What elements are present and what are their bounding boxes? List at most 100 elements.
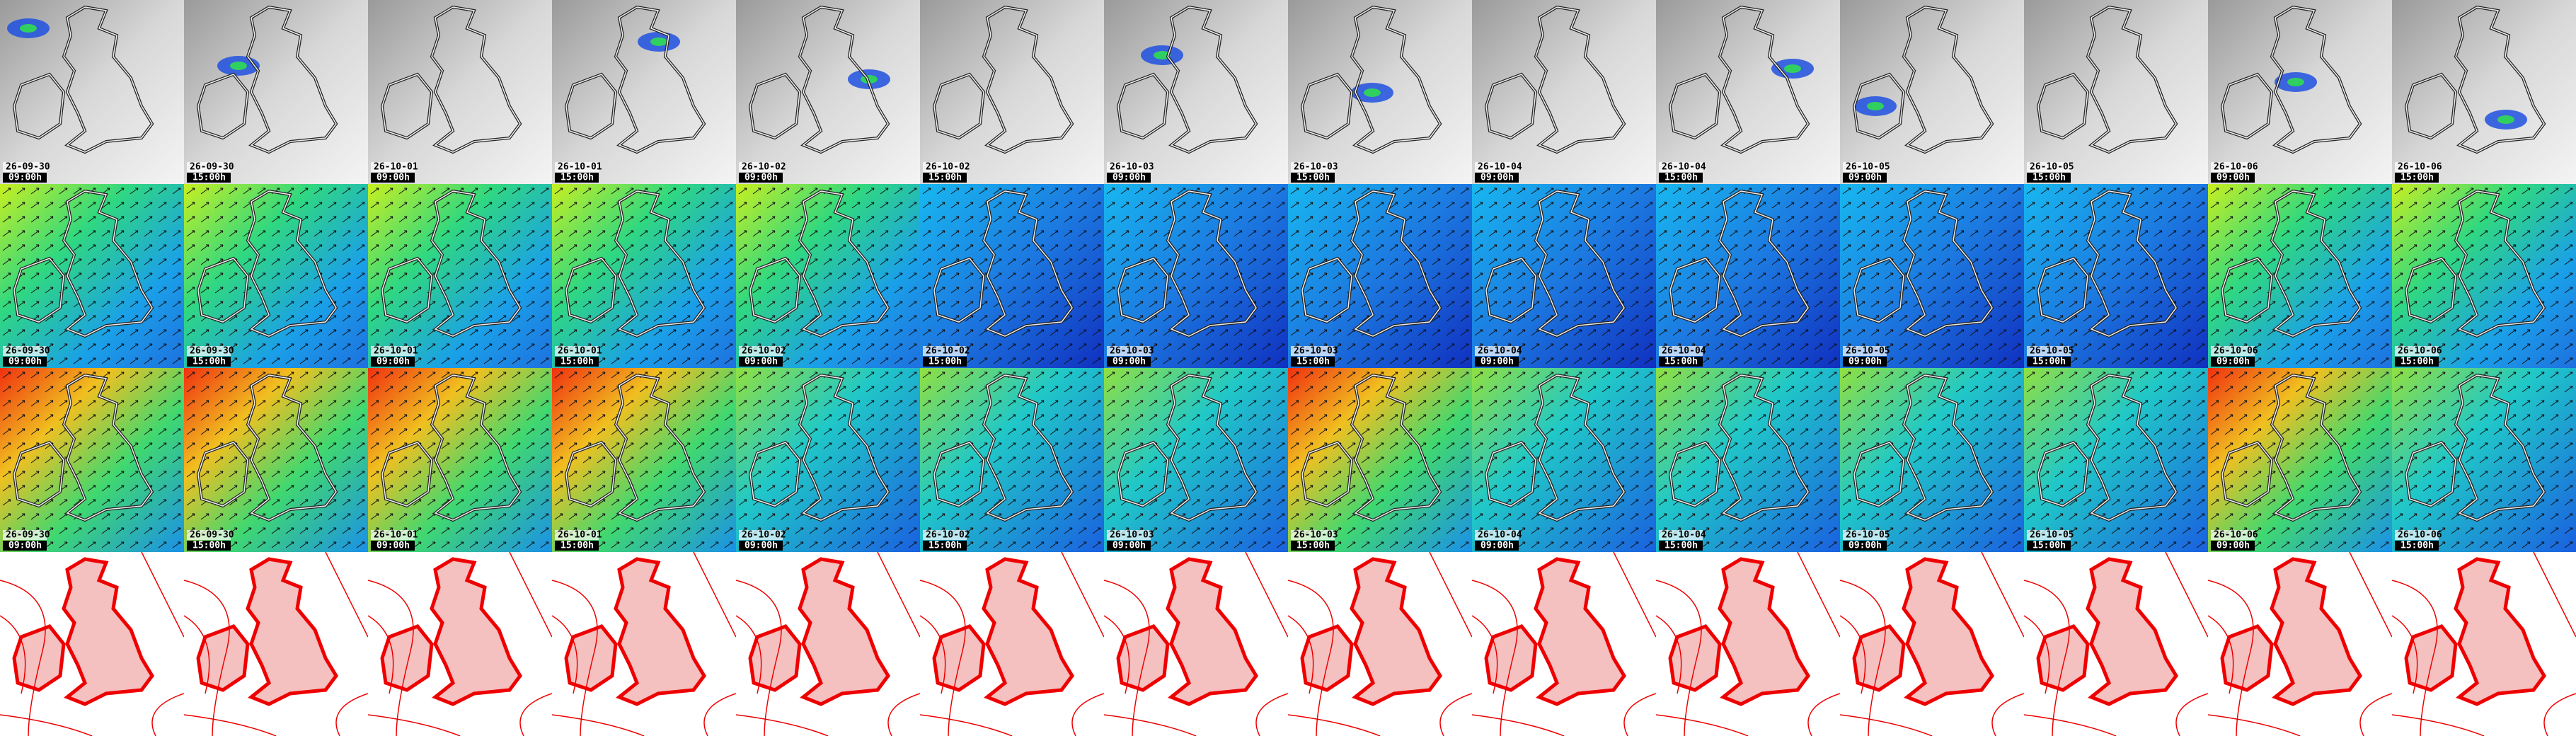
- time-label: 09:00h: [744, 357, 778, 367]
- date-label: 26-10-04: [1478, 162, 1522, 173]
- map-tile: [1288, 552, 1472, 736]
- map-tile: [1656, 552, 1840, 736]
- wind-arrows: [2024, 184, 2208, 368]
- date-label: 26-10-02: [926, 162, 970, 173]
- time-box: [2027, 173, 2071, 183]
- tile-background: [552, 0, 736, 184]
- date-box: [1291, 346, 1335, 356]
- date-label: 26-10-01: [374, 162, 418, 173]
- wind-arrows: [0, 368, 184, 552]
- time-box: [2395, 541, 2439, 551]
- date-label: 26-10-06: [2214, 530, 2258, 541]
- time-box: [2211, 541, 2255, 551]
- wind-arrows: [2392, 368, 2576, 552]
- map-tile: [368, 552, 552, 736]
- rain-core: [230, 62, 247, 70]
- map-tile: [2392, 552, 2576, 736]
- date-label: 26-10-01: [374, 530, 418, 541]
- date-box: [739, 346, 783, 356]
- tile-background: [1472, 0, 1656, 184]
- wind-arrows: [184, 368, 368, 552]
- time-box: [923, 541, 967, 551]
- time-label: 15:00h: [2400, 541, 2434, 551]
- date-box: [187, 530, 231, 540]
- date-box: [187, 162, 231, 172]
- date-label: 26-10-06: [2398, 346, 2442, 357]
- time-box: [371, 357, 415, 367]
- date-label: 26-10-03: [1110, 346, 1154, 357]
- wind-arrows: [552, 368, 736, 552]
- date-label: 26-10-04: [1662, 530, 1706, 541]
- map-tile: [1840, 552, 2024, 736]
- rain-core: [1364, 88, 1381, 97]
- date-box: [371, 346, 415, 356]
- date-label: 26-10-03: [1294, 346, 1338, 357]
- date-label: 26-10-05: [1846, 530, 1890, 541]
- time-label: 09:00h: [1480, 541, 1514, 551]
- wind-arrows: [920, 184, 1104, 368]
- time-box: [2027, 541, 2071, 551]
- time-box: [1291, 541, 1335, 551]
- time-box: [1107, 173, 1151, 183]
- time-label: 15:00h: [2032, 173, 2066, 183]
- time-label: 15:00h: [2400, 357, 2434, 367]
- time-box: [1843, 357, 1887, 367]
- date-label: 26-10-05: [2030, 346, 2074, 357]
- date-label: 26-09-30: [6, 162, 50, 173]
- time-label: 15:00h: [1664, 173, 1698, 183]
- time-box: [1475, 357, 1519, 367]
- time-label: 15:00h: [928, 357, 962, 367]
- date-box: [1107, 346, 1151, 356]
- time-box: [1843, 173, 1887, 183]
- date-label: 26-10-01: [558, 162, 602, 173]
- date-label: 26-10-02: [926, 530, 970, 541]
- time-box: [1291, 357, 1335, 367]
- wind-arrows: [1288, 368, 1472, 552]
- tile-background: [1656, 0, 1840, 184]
- time-box: [2395, 357, 2439, 367]
- date-box: [1475, 530, 1519, 540]
- wind-arrows: [552, 184, 736, 368]
- map-tile: [184, 552, 368, 736]
- time-box: [1475, 173, 1519, 183]
- time-box: [739, 541, 783, 551]
- date-box: [555, 346, 599, 356]
- time-label: 09:00h: [1848, 357, 1882, 367]
- tile-background: [368, 0, 552, 184]
- map-tile: [1472, 552, 1656, 736]
- rain-core: [2287, 78, 2304, 86]
- wind-arrows: [1472, 184, 1656, 368]
- time-label: 09:00h: [744, 173, 778, 183]
- wind-arrows: [736, 368, 920, 552]
- wind-arrows: [2024, 368, 2208, 552]
- map-tile: [2208, 552, 2392, 736]
- wind-arrows: [1472, 368, 1656, 552]
- time-box: [371, 173, 415, 183]
- time-label: 09:00h: [376, 357, 410, 367]
- date-label: 26-10-01: [558, 530, 602, 541]
- date-label: 26-10-04: [1478, 530, 1522, 541]
- wind-arrows: [1840, 368, 2024, 552]
- date-label: 26-10-05: [1846, 162, 1890, 173]
- wind-arrows: [2208, 184, 2392, 368]
- date-box: [2211, 346, 2255, 356]
